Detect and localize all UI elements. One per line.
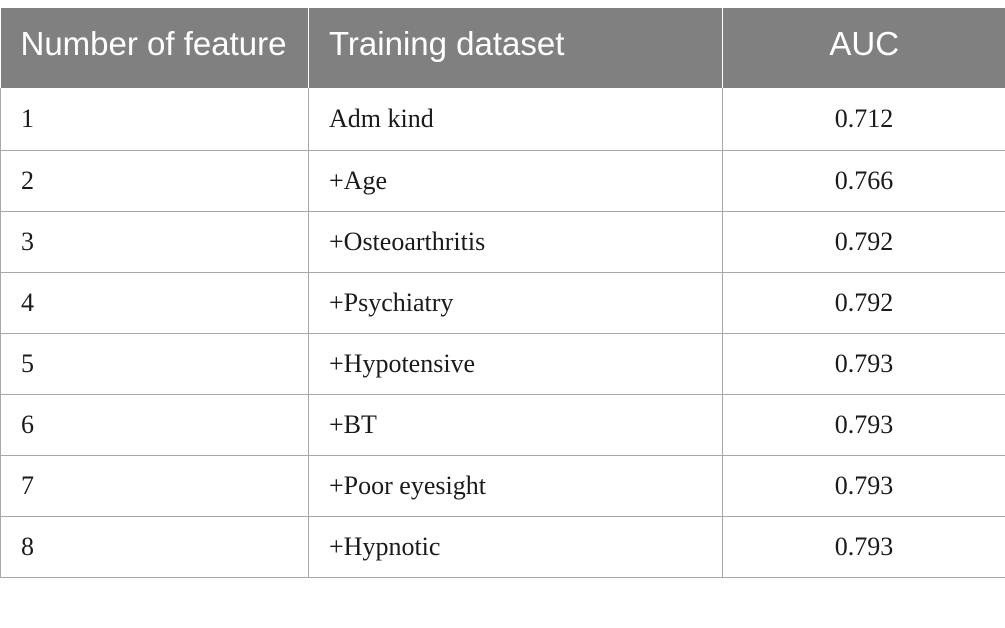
header-auc: AUC [722, 8, 1005, 88]
table-row: 7 +Poor eyesight 0.793 [0, 455, 1005, 517]
table-row: 2 +Age 0.766 [0, 150, 1005, 212]
cell-auc: 0.792 [722, 272, 1005, 334]
cell-auc: 0.793 [722, 455, 1005, 517]
cell-number: 7 [0, 455, 309, 517]
feature-auc-table: Number of feature Training dataset AUC 1… [0, 8, 1005, 578]
cell-number: 8 [0, 516, 309, 578]
cell-number: 2 [0, 150, 309, 212]
table-row: 4 +Psychiatry 0.792 [0, 272, 1005, 334]
cell-dataset: +Hypnotic [308, 516, 723, 578]
cell-auc: 0.793 [722, 333, 1005, 395]
cell-dataset: +Osteoarthritis [308, 211, 723, 273]
cell-auc: 0.766 [722, 150, 1005, 212]
table-row: 1 Adm kind 0.712 [0, 88, 1005, 151]
table-header: Number of feature Training dataset AUC [0, 8, 1005, 88]
cell-number: 6 [0, 394, 309, 456]
cell-dataset: +Poor eyesight [308, 455, 723, 517]
cell-number: 3 [0, 211, 309, 273]
cell-auc: 0.792 [722, 211, 1005, 273]
cell-dataset: Adm kind [308, 88, 723, 151]
table-row: 5 +Hypotensive 0.793 [0, 333, 1005, 395]
header-number-of-feature: Number of feature [0, 8, 309, 88]
cell-dataset: +BT [308, 394, 723, 456]
cell-auc: 0.793 [722, 394, 1005, 456]
cell-number: 1 [0, 88, 309, 151]
cell-number: 5 [0, 333, 309, 395]
header-training-dataset: Training dataset [308, 8, 723, 88]
cell-auc: 0.712 [722, 88, 1005, 151]
cell-auc: 0.793 [722, 516, 1005, 578]
data-table-container: Number of feature Training dataset AUC 1… [0, 8, 1005, 578]
table-body: 1 Adm kind 0.712 2 +Age 0.766 3 +Osteoar… [0, 88, 1005, 578]
table-row: 6 +BT 0.793 [0, 394, 1005, 456]
cell-dataset: +Age [308, 150, 723, 212]
header-row: Number of feature Training dataset AUC [0, 8, 1005, 88]
cell-number: 4 [0, 272, 309, 334]
cell-dataset: +Hypotensive [308, 333, 723, 395]
cell-dataset: +Psychiatry [308, 272, 723, 334]
table-row: 3 +Osteoarthritis 0.792 [0, 211, 1005, 273]
table-row: 8 +Hypnotic 0.793 [0, 516, 1005, 578]
